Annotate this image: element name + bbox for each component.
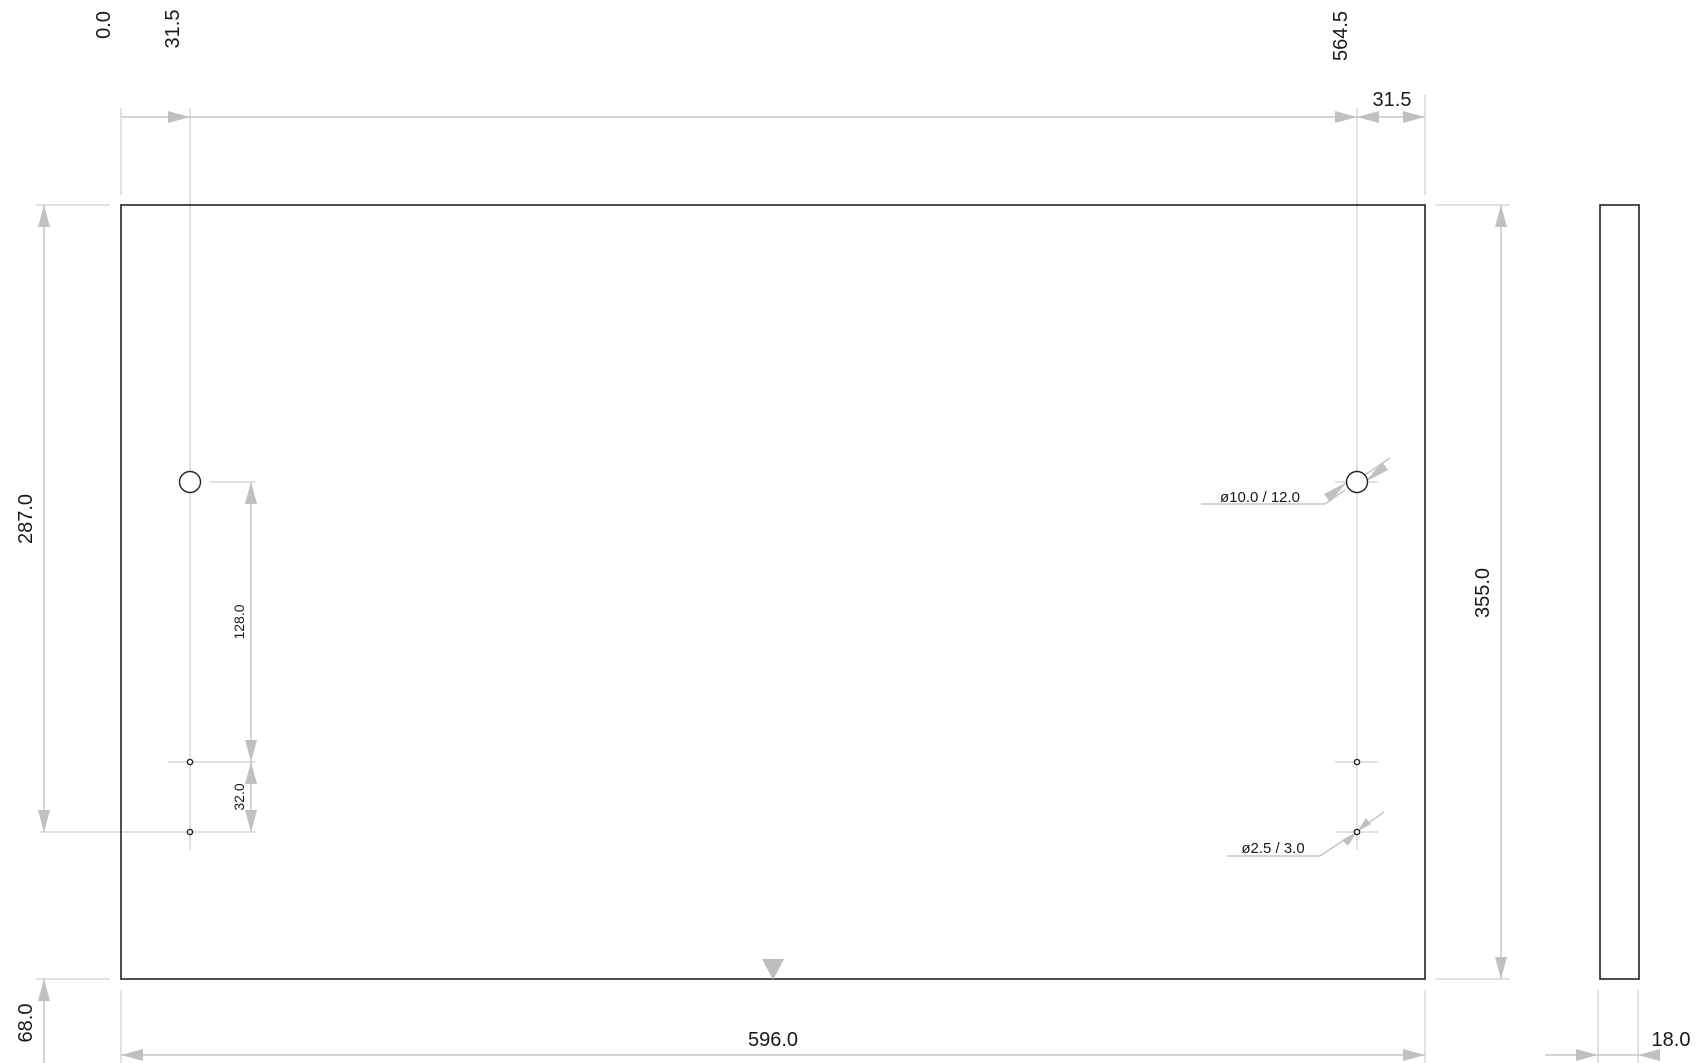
dimension-lines xyxy=(43,116,1660,1063)
dim-left-height: 287.0 xyxy=(15,494,37,544)
dim-small-hole-spacing: 32.0 xyxy=(231,783,247,810)
extension-lines xyxy=(36,95,1639,1063)
dim-overall-width: 596.0 xyxy=(748,1029,798,1051)
dim-right-hole-offset: 31.5 xyxy=(1373,89,1412,111)
dim-bottom-offset: 68.0 xyxy=(15,1004,37,1043)
large-hole-right xyxy=(1345,470,1369,494)
small-hole-left-upper xyxy=(186,758,194,766)
note-small-hole: ø2.5 / 3.0 xyxy=(1241,840,1304,857)
orientation-marker xyxy=(762,959,784,980)
small-hole-right-upper xyxy=(1353,758,1361,766)
small-hole-right-lower xyxy=(1353,828,1361,836)
dim-overall-height: 355.0 xyxy=(1472,568,1494,618)
dimension-labels: 0.0 31.5 564.5 31.5 287.0 68.0 596.0 355… xyxy=(15,10,1690,1051)
dim-left-hole-offset: 31.5 xyxy=(162,10,184,49)
dim-right-hole-position: 564.5 xyxy=(1330,11,1352,61)
panel-side-view xyxy=(1599,204,1640,980)
dimension-arrows xyxy=(38,111,1660,1061)
dim-hole-spacing: 128.0 xyxy=(231,604,247,639)
large-hole-left xyxy=(178,470,202,494)
holes xyxy=(178,470,1369,836)
note-large-hole: ø10.0 / 12.0 xyxy=(1220,489,1300,506)
dim-thickness: 18.0 xyxy=(1652,1029,1691,1051)
dim-origin: 0.0 xyxy=(93,11,115,39)
panel-face xyxy=(120,204,1426,980)
small-hole-left-lower xyxy=(186,828,194,836)
